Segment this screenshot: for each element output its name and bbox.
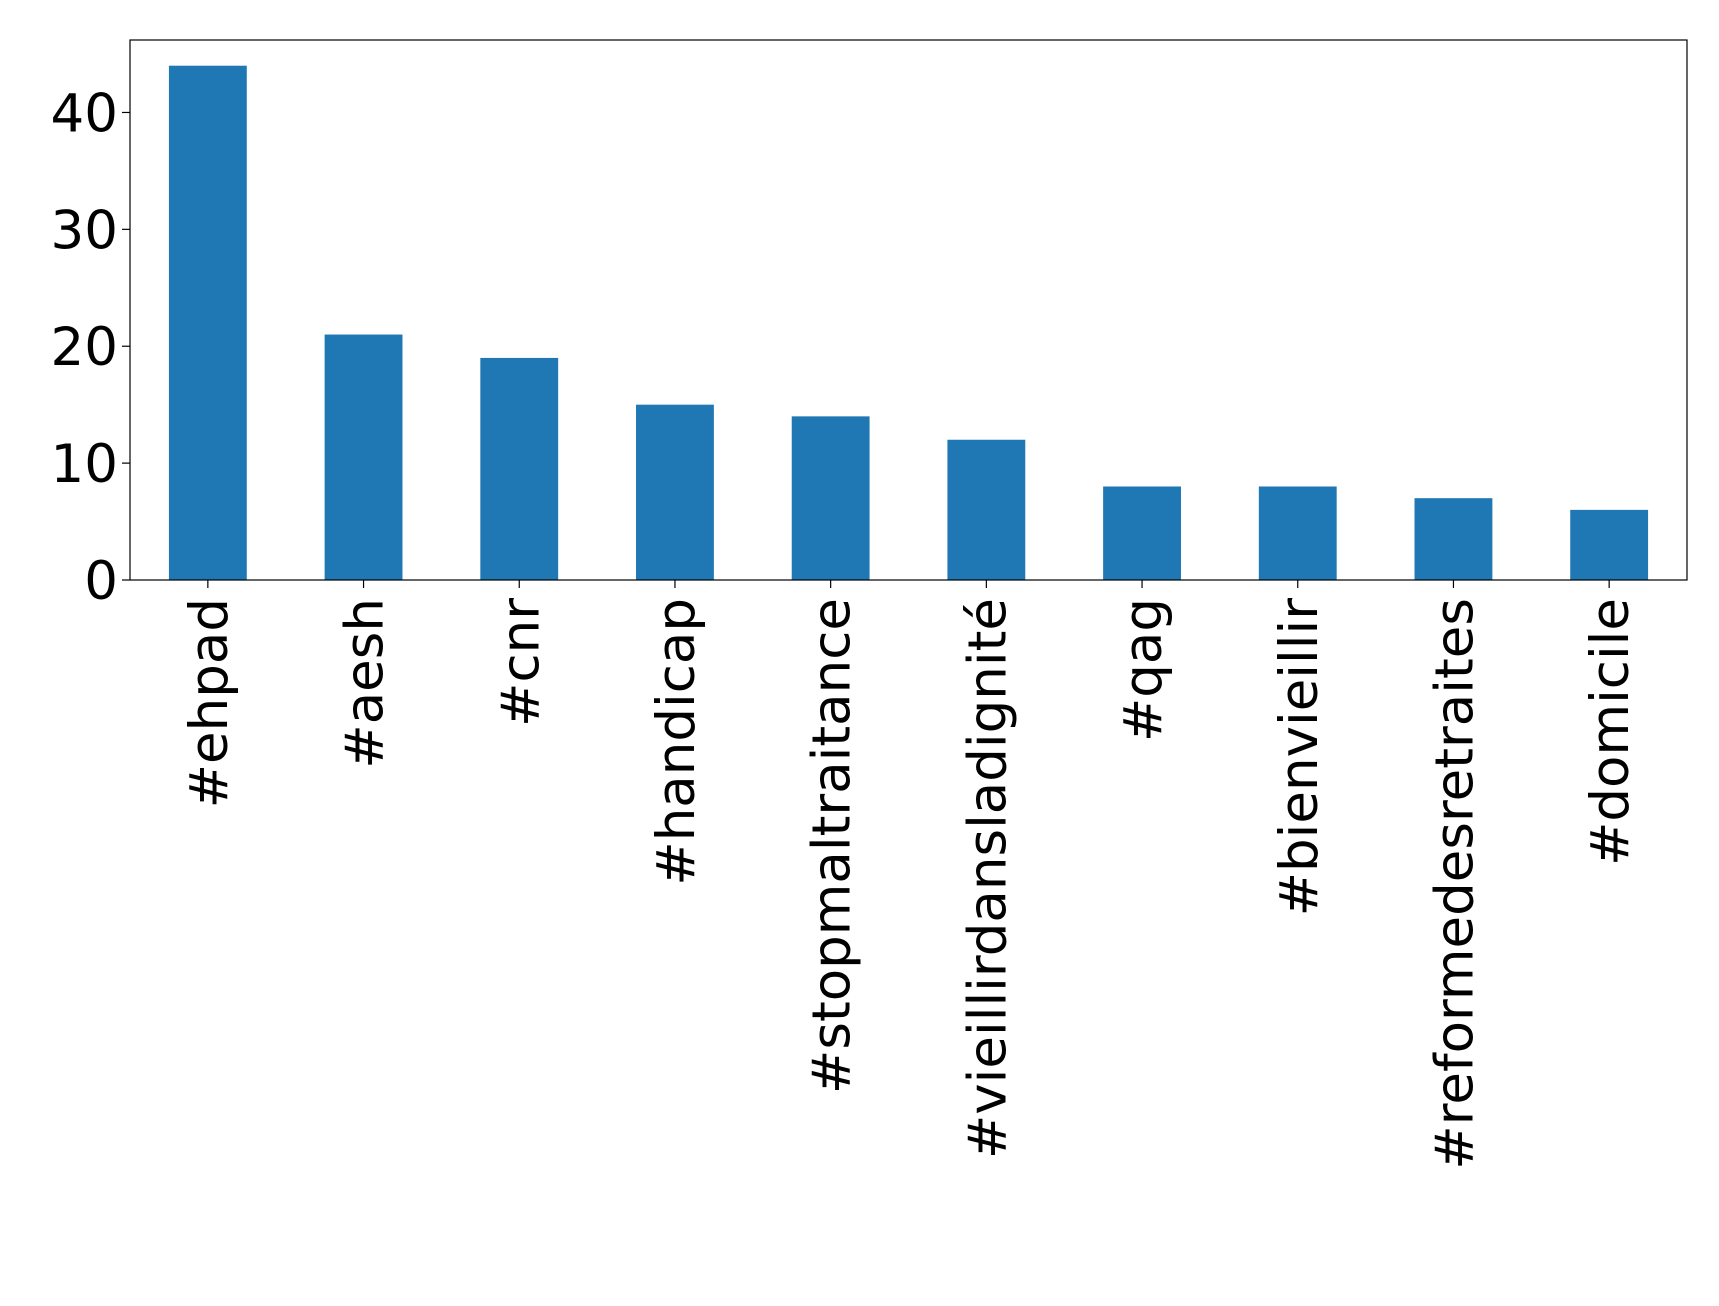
x-tick-label: #vieillirdansladignité [957,598,1018,1159]
x-tick-label: #aesh [335,598,396,769]
plot-frame [129,39,1688,581]
x-tick-label: #stopmaltraitance [802,598,863,1094]
bar [1414,498,1493,580]
x-tick-label: #cnr [490,598,551,727]
y-tick-label: 20 [51,317,118,378]
bar [1258,486,1337,580]
x-tick-label: #qag [1113,598,1174,742]
y-tick-label: 30 [51,200,118,261]
bar [324,334,403,580]
bar [947,439,1026,580]
bar [1103,486,1181,580]
x-tick-label: #handicap [646,598,707,886]
bar [791,416,870,580]
x-tick-label: #reformedesretraites [1424,598,1485,1170]
x-tick-label: #ehpad [179,598,240,808]
bar [480,357,559,580]
bar [636,404,714,580]
bar [168,65,247,580]
y-tick-label: 40 [51,83,118,144]
bar [1570,509,1649,580]
y-tick-label: 10 [51,434,118,495]
y-tick-label: 0 [84,551,118,612]
x-tick-label: #domicile [1580,598,1641,866]
x-tick-label: #bienvieillir [1269,598,1330,917]
